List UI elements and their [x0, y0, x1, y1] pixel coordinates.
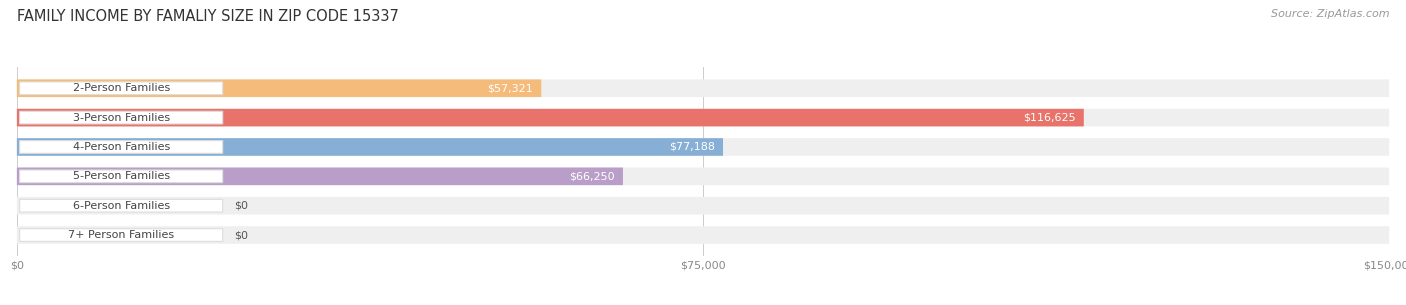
FancyBboxPatch shape [17, 138, 1389, 156]
Text: 5-Person Families: 5-Person Families [73, 171, 170, 181]
Text: $0: $0 [233, 230, 247, 240]
Text: 4-Person Families: 4-Person Families [73, 142, 170, 152]
FancyBboxPatch shape [20, 229, 222, 241]
FancyBboxPatch shape [17, 197, 1389, 214]
Text: $57,321: $57,321 [488, 83, 533, 93]
Text: 6-Person Families: 6-Person Families [73, 201, 170, 211]
FancyBboxPatch shape [20, 111, 222, 124]
FancyBboxPatch shape [17, 109, 1084, 126]
FancyBboxPatch shape [20, 170, 222, 183]
Text: FAMILY INCOME BY FAMALIY SIZE IN ZIP CODE 15337: FAMILY INCOME BY FAMALIY SIZE IN ZIP COD… [17, 9, 399, 24]
FancyBboxPatch shape [20, 141, 222, 153]
FancyBboxPatch shape [17, 79, 1389, 97]
Text: Source: ZipAtlas.com: Source: ZipAtlas.com [1271, 9, 1389, 19]
FancyBboxPatch shape [17, 109, 1389, 126]
Text: $0: $0 [233, 201, 247, 211]
FancyBboxPatch shape [20, 82, 222, 95]
Text: 7+ Person Families: 7+ Person Families [67, 230, 174, 240]
Text: $77,188: $77,188 [669, 142, 714, 152]
Text: 3-Person Families: 3-Person Families [73, 113, 170, 123]
FancyBboxPatch shape [17, 167, 623, 185]
FancyBboxPatch shape [17, 79, 541, 97]
Text: $66,250: $66,250 [569, 171, 614, 181]
FancyBboxPatch shape [17, 167, 1389, 185]
FancyBboxPatch shape [17, 226, 1389, 244]
Text: $116,625: $116,625 [1024, 113, 1076, 123]
Text: 2-Person Families: 2-Person Families [73, 83, 170, 93]
FancyBboxPatch shape [20, 199, 222, 212]
FancyBboxPatch shape [17, 138, 723, 156]
